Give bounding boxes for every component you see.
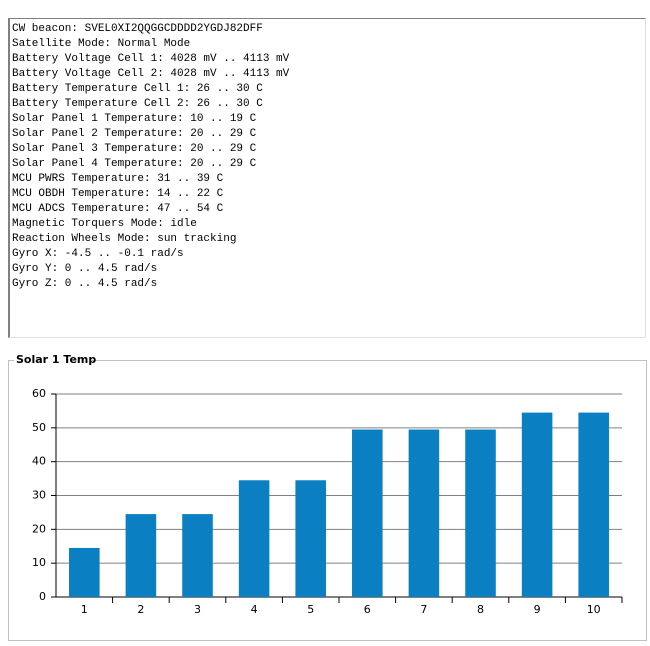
text-line: Reaction Wheels Mode: sun tracking <box>12 233 237 245</box>
group-box-gap <box>14 352 92 368</box>
text-line: MCU ADCS Temperature: 47 .. 54 C <box>12 203 224 215</box>
bar <box>295 480 326 597</box>
chart-title: Solar 1 Temp <box>16 353 96 366</box>
y-tick-label: 20 <box>32 522 46 535</box>
x-tick-label: 7 <box>420 603 427 616</box>
bar <box>238 480 270 597</box>
text-line: Solar Panel 3 Temperature: 20 .. 29 C <box>12 143 257 155</box>
bar <box>521 412 553 597</box>
bar <box>578 412 609 597</box>
text-line: Gyro Y: 0 .. 4.5 rad/s <box>12 263 158 275</box>
bar <box>182 514 213 597</box>
bar <box>465 429 496 597</box>
y-tick-label: 40 <box>32 455 46 468</box>
text-line: Solar Panel 2 Temperature: 20 .. 29 C <box>12 128 257 140</box>
y-tick-label: 50 <box>32 421 46 434</box>
group-box <box>8 360 647 641</box>
text-line: Gyro X: -4.5 .. -0.1 rad/s <box>12 248 184 260</box>
y-tick-label: 0 <box>39 590 46 603</box>
text-line: Battery Voltage Cell 1: 4028 mV .. 4113 … <box>12 53 290 65</box>
bar <box>125 514 157 597</box>
x-tick-label: 3 <box>194 603 201 616</box>
text-box[interactable]: CW beacon: SVEL0XI2QQGGCDDDD2YGDJ82DFF Sa… <box>8 18 646 338</box>
text-line: Satellite Mode: Normal Mode <box>12 38 191 50</box>
y-tick-label: 30 <box>32 489 46 502</box>
x-tick-label: 9 <box>534 603 541 616</box>
x-tick-label: 1 <box>81 603 88 616</box>
x-tick-label: 5 <box>307 603 314 616</box>
text-line: Battery Voltage Cell 2: 4028 mV .. 4113 … <box>12 68 290 80</box>
text-line: Solar Panel 4 Temperature: 20 .. 29 C <box>12 158 257 170</box>
x-tick-label: 10 <box>587 603 601 616</box>
x-tick-label: 8 <box>477 603 484 616</box>
text-line: Battery Temperature Cell 1: 26 .. 30 C <box>12 83 263 95</box>
bar <box>69 547 100 597</box>
text-line: Magnetic Torquers Mode: idle <box>12 218 197 230</box>
y-tick-label: 10 <box>32 556 46 569</box>
y-tick-label: 60 <box>32 387 46 400</box>
bar <box>408 429 440 597</box>
text-line: CW beacon: SVEL0XI2QQGGCDDDD2YGDJ82DFF <box>12 23 263 35</box>
text-line: Solar Panel 1 Temperature: 10 .. 19 C <box>12 113 257 125</box>
x-tick-label: 4 <box>251 603 258 616</box>
text-line: MCU PWRS Temperature: 31 .. 39 C <box>12 173 224 185</box>
x-tick-label: 2 <box>137 603 144 616</box>
text-line: Battery Temperature Cell 2: 26 .. 30 C <box>12 98 263 110</box>
bar <box>352 429 383 597</box>
x-tick-label: 6 <box>364 603 371 616</box>
text-line: MCU OBDH Temperature: 14 .. 22 C <box>12 188 224 200</box>
text-line: Gyro Z: 0 .. 4.5 rad/s <box>12 278 158 290</box>
